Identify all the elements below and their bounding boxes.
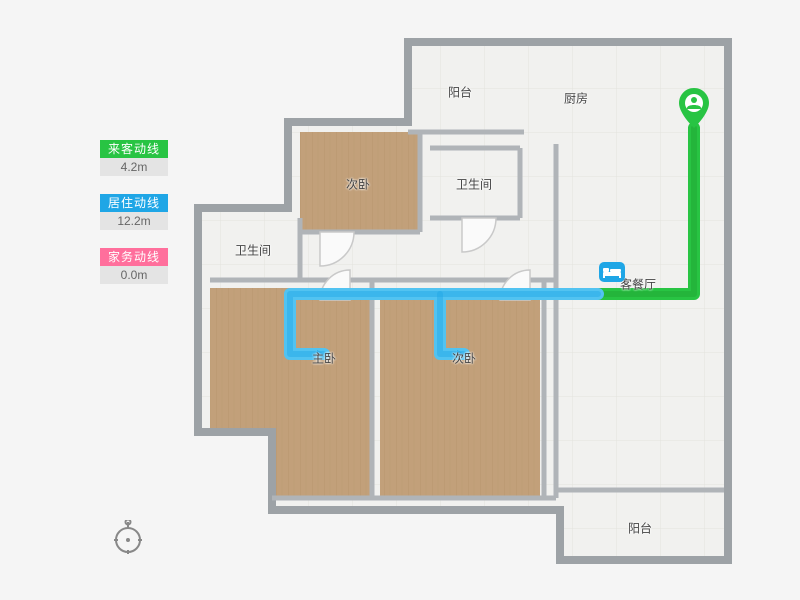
legend-guest-label: 来客动线 (100, 140, 168, 158)
room-label: 阳台 (448, 84, 472, 101)
legend-chores-value: 0.0m (100, 266, 168, 284)
room-label: 阳台 (628, 520, 652, 537)
legend-chores-label: 家务动线 (100, 248, 168, 266)
room-label: 厨房 (564, 90, 588, 107)
room-label: 次卧 (452, 350, 476, 367)
legend-item-guest: 来客动线 4.2m (100, 140, 168, 176)
legend-guest-value: 4.2m (100, 158, 168, 176)
entry-pin-icon (679, 88, 709, 128)
room-label: 次卧 (346, 176, 370, 193)
compass-icon (110, 520, 146, 556)
legend-item-chores: 家务动线 0.0m (100, 248, 168, 284)
room-label: 卫生间 (456, 176, 492, 193)
legend-living-value: 12.2m (100, 212, 168, 230)
room-label: 客餐厅 (620, 276, 656, 293)
legend: 来客动线 4.2m 居住动线 12.2m 家务动线 0.0m (100, 140, 168, 302)
bed-icon (599, 262, 625, 282)
legend-living-label: 居住动线 (100, 194, 168, 212)
legend-item-living: 居住动线 12.2m (100, 194, 168, 230)
room-label: 主卧 (312, 350, 336, 367)
room-label: 卫生间 (235, 242, 271, 259)
